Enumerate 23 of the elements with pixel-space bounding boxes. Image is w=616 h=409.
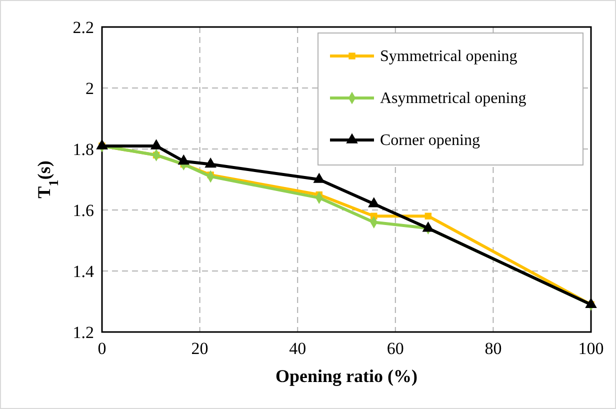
legend-label: Corner opening <box>380 132 480 149</box>
point <box>424 212 432 220</box>
x-axis-title: Opening ratio (%) <box>276 366 418 386</box>
x-tick-label: 0 <box>98 339 106 358</box>
y-tick-label: 2 <box>86 79 94 98</box>
point <box>368 197 380 208</box>
point <box>96 139 108 150</box>
y-tick-label: 2.2 <box>72 18 94 37</box>
point <box>178 154 190 165</box>
y-tick-label: 1.8 <box>72 140 94 159</box>
x-tick-label: 100 <box>578 339 604 358</box>
legend-label: Asymmetrical opening <box>380 90 526 107</box>
x-tick-label: 60 <box>386 339 404 358</box>
y-tick-label: 1.4 <box>72 262 94 281</box>
x-tick-label: 20 <box>191 339 208 358</box>
legend-label: Symmetrical opening <box>380 48 518 65</box>
y-tick-label: 1.2 <box>72 323 94 342</box>
point <box>150 139 162 150</box>
y-tick-label: 1.6 <box>72 201 94 220</box>
x-tick-label: 80 <box>484 339 502 358</box>
point <box>204 157 216 168</box>
point <box>313 172 325 183</box>
x-tick-label: 40 <box>289 339 306 358</box>
